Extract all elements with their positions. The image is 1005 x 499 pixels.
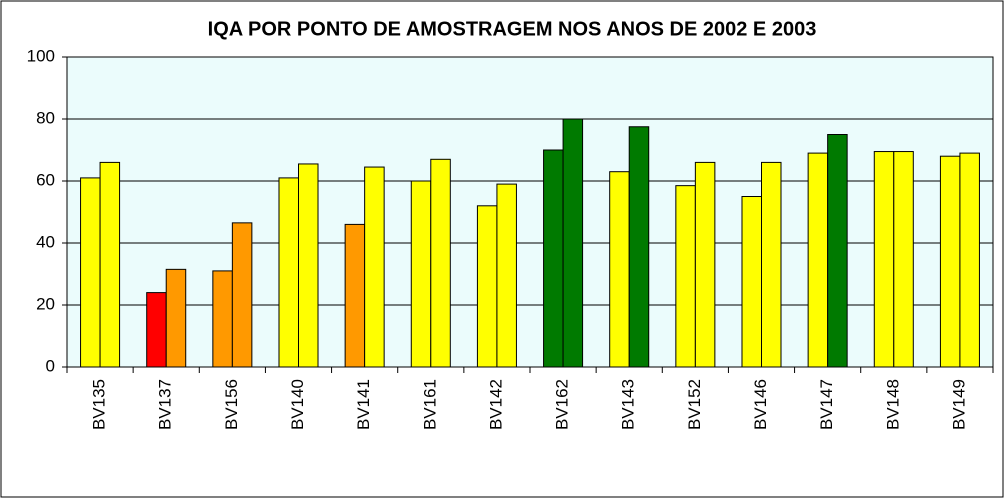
bar — [344, 223, 366, 368]
plot-area — [67, 57, 993, 367]
x-tick-label: BV142 — [486, 379, 505, 430]
x-tick-label: BV146 — [751, 379, 770, 430]
bar — [675, 185, 696, 368]
bar — [543, 149, 564, 368]
bar — [298, 163, 319, 368]
y-tick-label: 80 — [36, 108, 55, 127]
bar — [99, 161, 121, 368]
chart-title: IQA POR PONTO DE AMOSTRAGEM NOS ANOS DE … — [208, 18, 817, 40]
bar — [609, 171, 630, 368]
bar — [959, 152, 980, 368]
bar — [694, 161, 716, 368]
x-tick-label: BV162 — [553, 379, 572, 430]
bar — [165, 268, 187, 368]
x-tick-label: BV149 — [949, 379, 968, 430]
bar — [212, 270, 233, 368]
bar — [80, 177, 101, 368]
y-tick-label: 20 — [36, 294, 55, 313]
x-tick-label: BV141 — [354, 379, 373, 430]
bar — [807, 152, 829, 368]
bar — [893, 151, 914, 368]
bar — [278, 177, 299, 368]
bar — [939, 155, 961, 368]
x-tick-label: BV137 — [156, 379, 175, 430]
bar — [827, 134, 848, 368]
bar — [496, 183, 517, 368]
x-tick-label: BV148 — [883, 379, 902, 430]
plot-border — [66, 56, 994, 368]
y-tick-label: 100 — [27, 46, 55, 65]
y-tick-label: 0 — [46, 356, 55, 375]
bar — [873, 151, 895, 368]
x-tick-label: BV161 — [420, 379, 439, 430]
x-tick-label: BV135 — [90, 379, 109, 430]
x-tick-label: BV140 — [288, 379, 307, 430]
y-tick-label: 40 — [36, 232, 55, 251]
bar — [231, 222, 253, 368]
bar — [410, 180, 432, 368]
bar — [761, 161, 782, 368]
bar — [430, 158, 451, 368]
x-tick-label: BV156 — [222, 379, 241, 430]
y-tick-label: 60 — [36, 170, 55, 189]
x-tick-label: BV152 — [685, 379, 704, 430]
x-tick-label: BV147 — [817, 379, 836, 430]
bar — [562, 118, 584, 368]
bar — [476, 205, 498, 368]
bar — [628, 126, 650, 368]
x-tick-label: BV143 — [619, 379, 638, 430]
bar — [364, 166, 385, 368]
bar — [146, 292, 167, 368]
bar — [741, 196, 762, 368]
